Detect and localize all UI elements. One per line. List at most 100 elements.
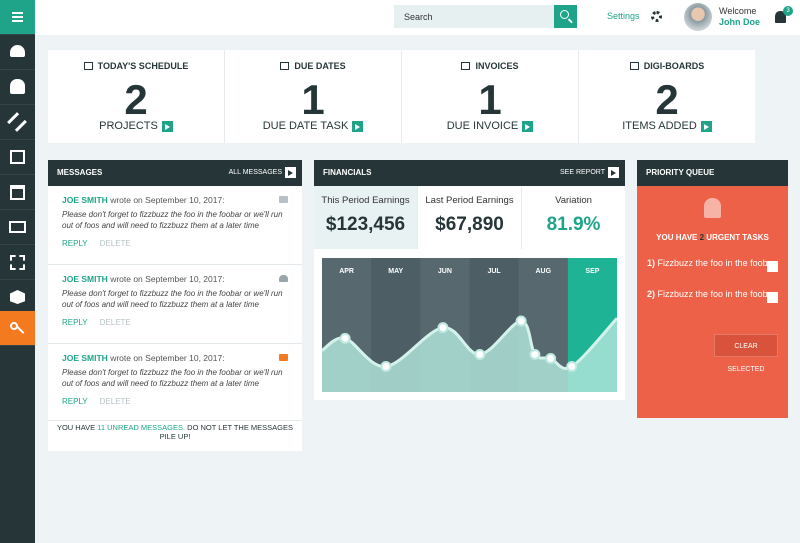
- stat-label[interactable]: DUE INVOICE: [446, 120, 519, 132]
- message-item: JOE SMITH wrote on September 10, 2017: Pl…: [48, 344, 302, 421]
- nav-dashboard[interactable]: [0, 35, 35, 70]
- message-item: JOE SMITH wrote on September 10, 2017: Pl…: [48, 186, 302, 265]
- earnings-line: [322, 317, 617, 370]
- message-date: September 10, 2017:: [145, 195, 225, 205]
- task-item: 1) Fizzbuzz the foo in the foobar: [637, 258, 788, 282]
- metric: Last Period Earnings $67,890: [417, 186, 521, 249]
- urgent-count: 2: [699, 233, 705, 242]
- settings-icon[interactable]: [651, 11, 662, 22]
- arrow-icon: [161, 120, 173, 132]
- stat-icon: [83, 62, 93, 70]
- see-report-link[interactable]: SEE REPORT: [560, 160, 619, 186]
- search-button[interactable]: [554, 5, 577, 28]
- panel-header: FINANCIALS SEE REPORT: [314, 160, 625, 186]
- month-label: JUL: [487, 268, 501, 275]
- message-verb: wrote on: [110, 195, 143, 205]
- settings-link[interactable]: Settings: [607, 11, 640, 21]
- messages-footer: YOU HAVE 11 UNREAD MESSAGES. DO NOT LET …: [48, 423, 302, 441]
- message-actions: REPLY DELETE: [62, 397, 131, 406]
- stat-icon: [280, 62, 290, 70]
- stat-link[interactable]: PROJECTS: [48, 120, 224, 132]
- task-checkbox[interactable]: [767, 261, 778, 272]
- notification-bell[interactable]: [775, 11, 786, 23]
- metric-label: This Period Earnings: [321, 195, 410, 206]
- clear-selected-button[interactable]: CLEAR SELECTED: [714, 334, 778, 373]
- stat-link[interactable]: DUE INVOICE: [402, 120, 578, 132]
- task-label: Fizzbuzz the foo in the foobar: [657, 289, 776, 299]
- link-text[interactable]: ALL MESSAGES: [228, 169, 282, 176]
- nav-reports[interactable]: [0, 245, 35, 280]
- nav-users[interactable]: [0, 70, 35, 105]
- stat-title-text: INVOICES: [475, 61, 519, 71]
- link-text[interactable]: SEE REPORT: [560, 169, 605, 176]
- footer-prefix: YOU HAVE: [56, 423, 96, 432]
- metric-value: $123,456: [325, 214, 406, 235]
- avatar[interactable]: [684, 3, 712, 31]
- message-body: Please don't forget to fizzbuzz the foo …: [62, 368, 283, 388]
- month-label: SEP: [585, 268, 599, 275]
- stat-title: TODAY'S SCHEDULE: [48, 61, 224, 71]
- message-verb: wrote on: [110, 274, 143, 284]
- nav-boards[interactable]: [0, 210, 35, 245]
- message-author: JOE SMITH: [62, 353, 108, 363]
- data-point: [380, 361, 392, 373]
- nav-keys[interactable]: [0, 311, 35, 346]
- stat-title-text: TODAY'S SCHEDULE: [97, 61, 189, 71]
- delete-button[interactable]: DELETE: [99, 318, 131, 327]
- metric-label: Last Period Earnings: [425, 195, 514, 206]
- stat-cell: TODAY'S SCHEDULE 2 PROJECTS: [48, 50, 225, 143]
- summary-suffix: URGENT TASKS: [706, 233, 769, 242]
- all-messages-link[interactable]: ALL MESSAGES: [229, 160, 296, 186]
- panel-header: PRIORITY QUEUE: [637, 160, 788, 186]
- message-author: JOE SMITH: [62, 195, 108, 205]
- delete-button[interactable]: DELETE: [99, 397, 131, 406]
- task-text: 1) Fizzbuzz the foo in the foobar: [647, 258, 787, 269]
- summary-prefix: YOU HAVE: [656, 233, 698, 242]
- message-icon: [279, 275, 288, 282]
- user-name: John Doe: [719, 17, 761, 27]
- stat-label[interactable]: PROJECTS: [99, 120, 158, 132]
- stat-link[interactable]: ITEMS ADDED: [579, 120, 755, 132]
- message-date: September 10, 2017:: [145, 274, 225, 284]
- messages-panel: MESSAGES ALL MESSAGES YOU HAVE 11 UNREAD…: [48, 160, 302, 451]
- panel-title: PRIORITY QUEUE: [646, 168, 715, 177]
- stat-cell: DIGI-BOARDS 2 ITEMS ADDED: [579, 50, 755, 143]
- data-point: [515, 315, 527, 327]
- stat-label[interactable]: ITEMS ADDED: [622, 120, 697, 132]
- footer-highlight: 11 UNREAD MESSAGES.: [97, 423, 186, 432]
- stat-value: 2: [124, 76, 148, 123]
- reply-button[interactable]: REPLY: [62, 239, 88, 248]
- nav-news[interactable]: [0, 140, 35, 175]
- panel-title: FINANCIALS: [323, 168, 372, 177]
- menu-button[interactable]: [0, 0, 35, 35]
- stat-link[interactable]: DUE DATE TASK: [225, 120, 401, 132]
- bell-icon: [704, 198, 721, 218]
- month-label: JUN: [438, 268, 452, 275]
- message-date: September 10, 2017:: [145, 353, 225, 363]
- stat-icon: [629, 62, 639, 70]
- priority-panel: PRIORITY QUEUE YOU HAVE 2 URGENT TASKS C…: [637, 160, 788, 418]
- search-input[interactable]: Search: [394, 5, 555, 28]
- nav-calendar[interactable]: [0, 175, 35, 210]
- reply-button[interactable]: REPLY: [62, 318, 88, 327]
- financials-panel: FINANCIALS SEE REPORT APR MAY JUN JUL AUG SEP…: [314, 160, 625, 400]
- footer-suffix: DO NOT LET THE MESSAGES PILE UP!: [159, 423, 294, 441]
- stat-cell: INVOICES 1 DUE INVOICE: [402, 50, 579, 143]
- arrow-icon: [352, 120, 364, 132]
- metric: This Period Earnings $123,456: [314, 186, 417, 249]
- stat-title-text: DUE DATES: [294, 61, 346, 71]
- stats-card: TODAY'S SCHEDULE 2 PROJECTS DUE DATES 1 DUE D…: [48, 50, 755, 143]
- stat-label[interactable]: DUE DATE TASK: [262, 120, 349, 132]
- data-point: [474, 348, 486, 360]
- reply-button[interactable]: REPLY: [62, 397, 88, 406]
- nav-tools[interactable]: [0, 105, 35, 140]
- delete-button[interactable]: DELETE: [99, 239, 131, 248]
- stat-value: 1: [478, 76, 502, 123]
- task-checkbox[interactable]: [767, 292, 778, 303]
- message-actions: REPLY DELETE: [62, 239, 131, 248]
- nav-packages[interactable]: [0, 280, 35, 315]
- metric-value: $67,890: [435, 214, 504, 235]
- message-item: JOE SMITH wrote on September 10, 2017: Pl…: [48, 265, 302, 344]
- data-point: [566, 361, 578, 373]
